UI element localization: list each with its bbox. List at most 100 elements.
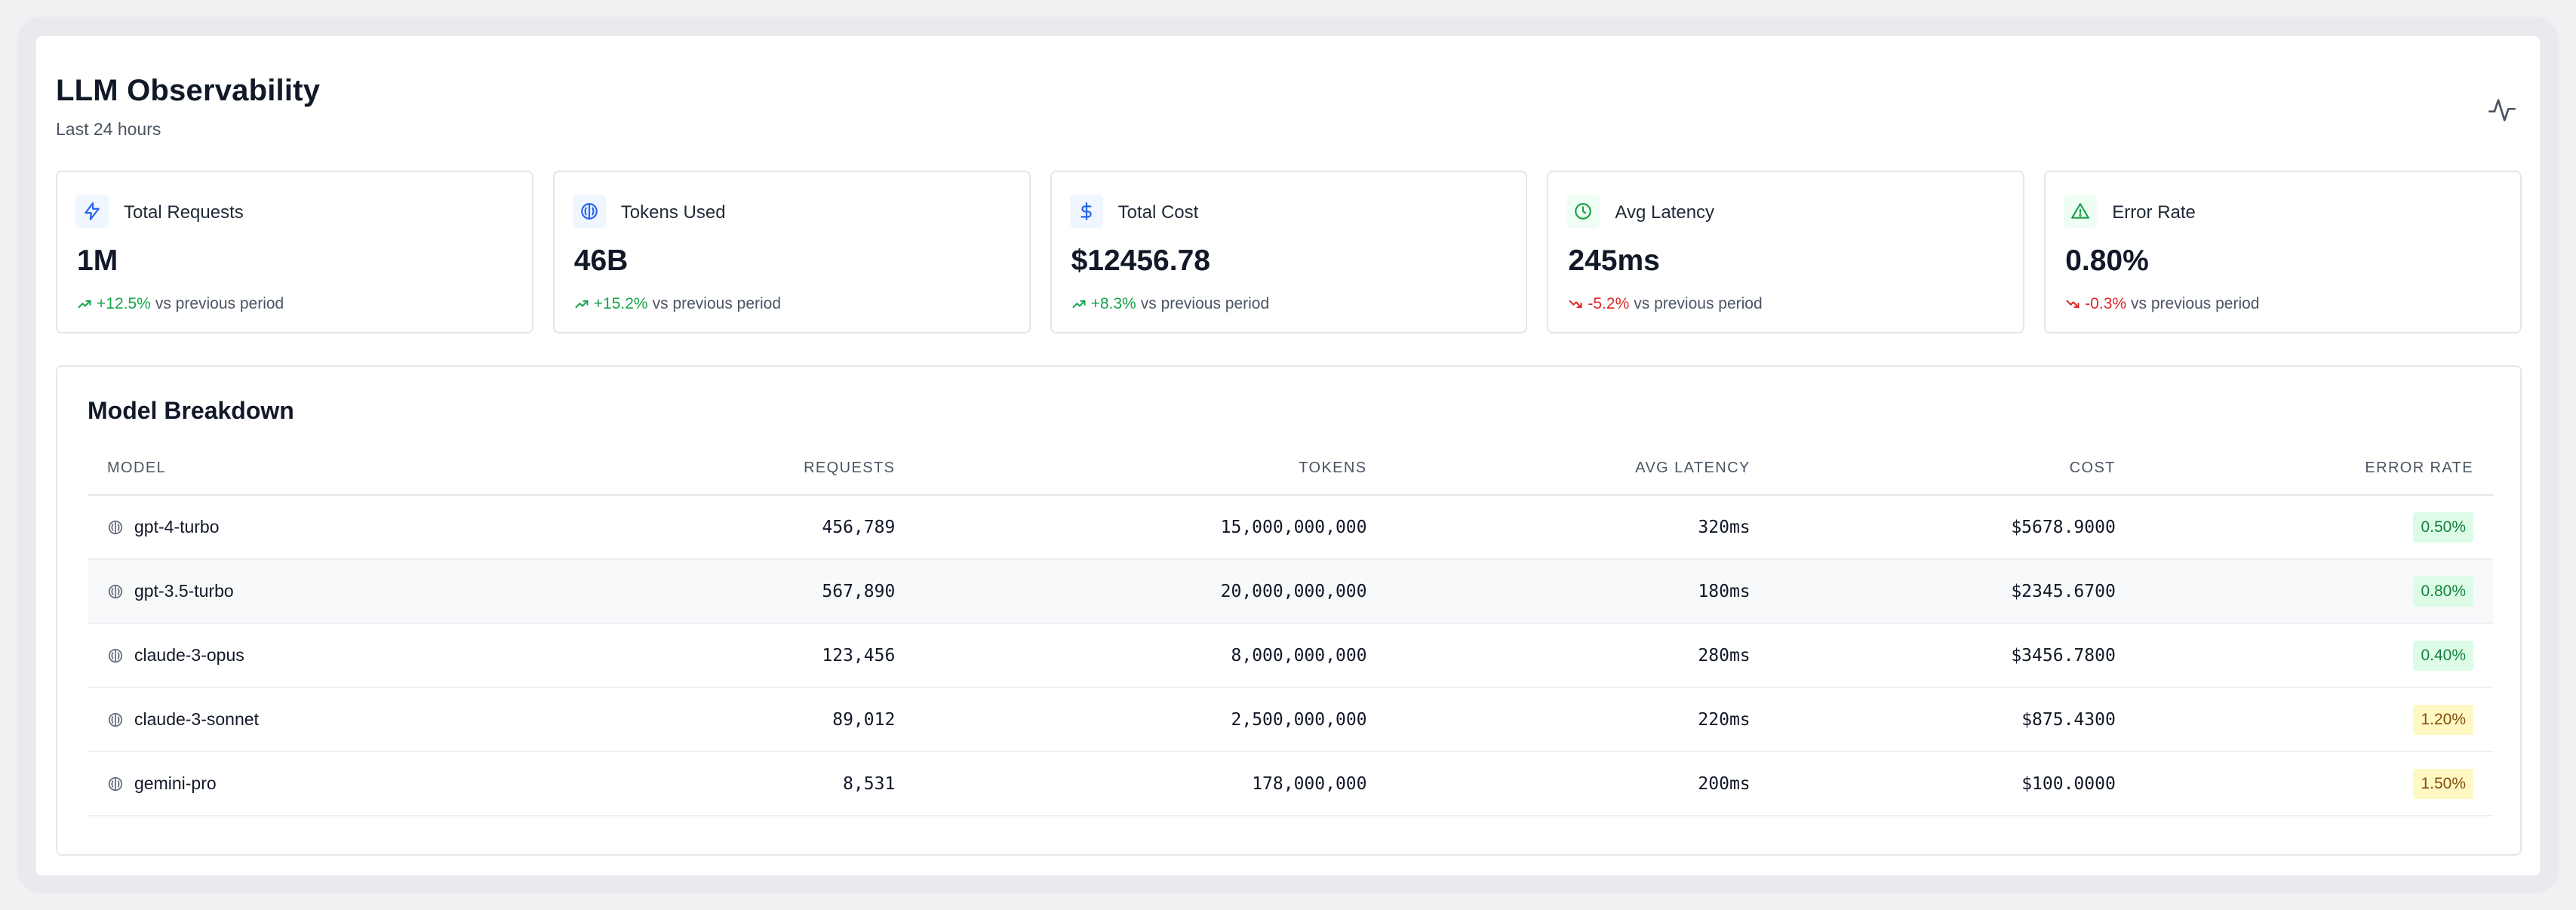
column-header-error-rate[interactable]: ERROR RATE (2115, 442, 2493, 496)
metric-change: +8.3% (1090, 295, 1136, 312)
metric-change: +15.2% (593, 295, 648, 312)
trend-down-icon (2066, 300, 2080, 309)
warning-icon (2064, 195, 2098, 228)
column-header-model[interactable]: MODEL (88, 442, 511, 496)
error-rate-cell: 1.20% (2115, 687, 2493, 752)
section-title: Model Breakdown (88, 397, 294, 424)
latency-cell: 180ms (1366, 559, 1751, 624)
model-breakdown-table: MODEL REQUESTS TOKENS AVG LATENCY COST E… (88, 442, 2493, 816)
requests-cell: 456,789 (510, 495, 896, 560)
column-header-avg-latency[interactable]: AVG LATENCY (1366, 442, 1751, 496)
tokens-cell: 8,000,000,000 (895, 623, 1367, 688)
latency-cell: 320ms (1366, 495, 1751, 560)
table-row[interactable]: gemini-pro 8,531 178,000,000 200ms $100.0000… (88, 752, 2493, 816)
table-row[interactable]: claude-3-opus 123,456 8,000,000,000 280ms $3… (88, 623, 2493, 688)
metric-change-suffix: vs previous period (1140, 295, 1270, 312)
metric-value: 245ms (1568, 244, 1660, 277)
metric-change-suffix: vs previous period (2131, 295, 2260, 312)
column-header-tokens[interactable]: TOKENS (895, 442, 1367, 496)
column-header-requests[interactable]: REQUESTS (510, 442, 896, 496)
brain-icon (108, 776, 123, 791)
metric-value: 46B (573, 244, 629, 277)
model-cell: claude-3-sonnet (88, 687, 511, 752)
error-rate-cell: 0.40% (2115, 623, 2493, 688)
metric-label: Avg Latency (1615, 202, 1715, 223)
metric-value: $12456.78 (1071, 244, 1210, 277)
latency-cell: 280ms (1366, 623, 1751, 688)
column-header-cost[interactable]: COST (1750, 442, 2116, 496)
metric-cards: Total Requests 1M +12.5% vs previous per… (56, 171, 2522, 334)
requests-cell: 8,531 (510, 752, 896, 816)
requests-cell: 89,012 (510, 687, 896, 752)
table-header-row: MODEL REQUESTS TOKENS AVG LATENCY COST E… (88, 442, 2493, 496)
cost-cell: $100.0000 (1750, 752, 2116, 816)
activity-pulse-button[interactable] (2482, 91, 2522, 130)
activity-pulse-icon (2488, 99, 2516, 121)
metric-card-avg-latency: Avg Latency 245ms -5.2% vs previous peri… (1547, 171, 2025, 334)
metric-card-total-cost: Total Cost $12456.78 +8.3% vs previous p… (1050, 171, 1528, 334)
metric-card-tokens-used: Tokens Used 46B +15.2% vs previous perio… (552, 171, 1031, 334)
metric-change: -0.3% (2085, 295, 2127, 312)
metric-change-suffix: vs previous period (1634, 295, 1763, 312)
metric-value: 0.80% (2065, 244, 2149, 277)
page-title: LLM Observability (56, 74, 321, 107)
model-cell: gpt-4-turbo (88, 495, 511, 560)
page-subtitle: Last 24 hours (56, 119, 161, 139)
clock-icon (1566, 195, 1600, 228)
trend-up-icon (1072, 300, 1086, 309)
error-rate-cell: 0.50% (2115, 495, 2493, 560)
brain-icon (108, 520, 123, 534)
cost-cell: $3456.7800 (1750, 623, 2116, 688)
trend-down-icon (1569, 300, 1582, 309)
trend-up-icon (78, 300, 91, 309)
metric-card-error-rate: Error Rate 0.80% -0.3% vs previous perio… (2044, 171, 2522, 334)
metric-label: Total Cost (1117, 202, 1199, 223)
metric-trend: +8.3% vs previous period (1071, 295, 1270, 313)
error-rate-cell: 1.50% (2115, 752, 2493, 816)
lightning-icon (75, 195, 109, 228)
dollar-icon (1069, 195, 1103, 228)
metric-trend: +15.2% vs previous period (574, 295, 781, 313)
dashboard-panel: LLM Observability Last 24 hours Total Re… (36, 36, 2540, 875)
table-row[interactable]: claude-3-sonnet 89,012 2,500,000,000 220ms $… (88, 687, 2493, 752)
trend-up-icon (575, 300, 589, 309)
tokens-cell: 178,000,000 (895, 752, 1367, 816)
cost-cell: $2345.6700 (1750, 559, 2116, 624)
error-rate-badge: 0.40% (2413, 640, 2473, 671)
metric-change: +12.5% (97, 295, 151, 312)
tokens-cell: 15,000,000,000 (895, 495, 1367, 560)
model-name: gpt-4-turbo (134, 517, 220, 536)
model-cell: gpt-3.5-turbo (88, 559, 511, 624)
metric-trend: -5.2% vs previous period (1568, 295, 1763, 313)
model-name: gpt-3.5-turbo (134, 581, 234, 601)
metric-trend: -0.3% vs previous period (2065, 295, 2259, 313)
metric-value: 1M (77, 244, 118, 277)
error-rate-badge: 0.80% (2413, 576, 2473, 607)
cost-cell: $5678.9000 (1750, 495, 2116, 560)
model-name: gemini-pro (134, 773, 217, 793)
table-row[interactable]: gpt-4-turbo 456,789 15,000,000,000 320ms $56… (88, 495, 2493, 560)
error-rate-badge: 1.50% (2413, 768, 2473, 799)
tokens-cell: 2,500,000,000 (895, 687, 1367, 752)
model-name: claude-3-sonnet (134, 709, 259, 729)
metric-label: Error Rate (2112, 202, 2196, 223)
latency-cell: 220ms (1366, 687, 1751, 752)
metric-label: Tokens Used (620, 202, 726, 223)
brain-icon (572, 195, 606, 228)
error-rate-cell: 0.80% (2115, 559, 2493, 624)
error-rate-badge: 0.50% (2413, 512, 2473, 543)
brain-icon (108, 712, 123, 727)
cost-cell: $875.4300 (1750, 687, 2116, 752)
metric-label: Total Requests (124, 202, 244, 223)
tokens-cell: 20,000,000,000 (895, 559, 1367, 624)
metric-change: -5.2% (1588, 295, 1630, 312)
requests-cell: 567,890 (510, 559, 896, 624)
model-breakdown-section: Model Breakdown MODEL REQUESTS TOKENS AV… (56, 365, 2522, 856)
metric-change-suffix: vs previous period (155, 295, 284, 312)
requests-cell: 123,456 (510, 623, 896, 688)
metric-card-total-requests: Total Requests 1M +12.5% vs previous per… (56, 171, 533, 334)
model-cell: claude-3-opus (88, 623, 511, 688)
model-cell: gemini-pro (88, 752, 511, 816)
table-row[interactable]: gpt-3.5-turbo 567,890 20,000,000,000 180ms $… (88, 559, 2493, 624)
brain-icon (108, 648, 123, 663)
